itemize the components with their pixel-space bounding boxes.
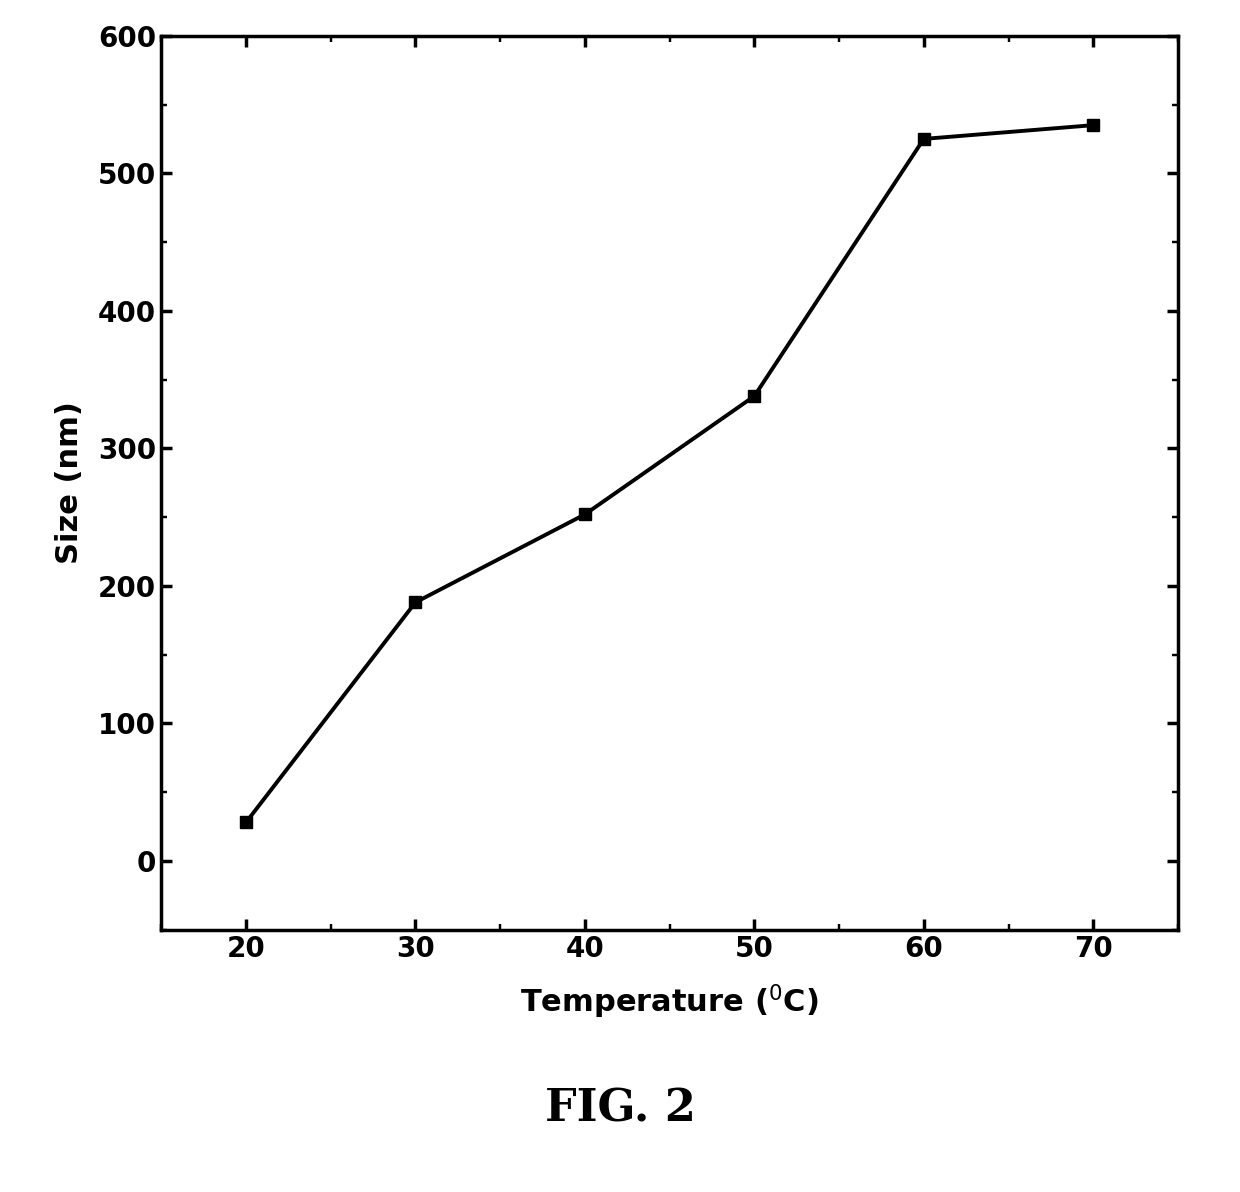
Text: FIG. 2: FIG. 2 [544,1087,696,1130]
X-axis label: Temperature ($^{0}$C): Temperature ($^{0}$C) [521,982,818,1020]
Y-axis label: Size (nm): Size (nm) [56,402,84,564]
